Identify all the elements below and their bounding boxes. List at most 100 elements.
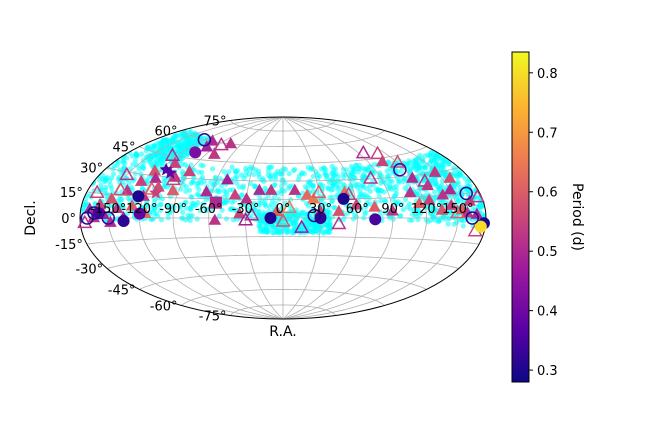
background-source xyxy=(158,201,164,207)
background-source xyxy=(270,230,276,236)
background-source xyxy=(165,203,171,209)
background-source xyxy=(286,185,292,191)
triangle-marker xyxy=(332,204,346,216)
background-source xyxy=(329,198,335,204)
background-source xyxy=(165,210,171,217)
background-source xyxy=(363,209,369,215)
background-source xyxy=(188,207,194,213)
background-source xyxy=(428,158,434,164)
background-source xyxy=(255,168,262,174)
open-circle-marker xyxy=(87,206,101,220)
background-source xyxy=(432,189,438,195)
background-source xyxy=(384,168,390,174)
open-triangle-marker xyxy=(389,154,406,168)
background-source xyxy=(199,169,205,176)
open-circle-marker xyxy=(307,208,321,223)
background-source xyxy=(200,201,206,207)
background-source xyxy=(132,158,139,164)
background-source xyxy=(402,196,409,202)
background-source xyxy=(177,202,183,208)
parallel-line xyxy=(230,304,336,316)
background-source xyxy=(464,188,470,194)
background-source xyxy=(157,141,163,147)
background-source xyxy=(197,207,203,214)
background-source xyxy=(475,195,481,201)
background-source xyxy=(182,146,188,152)
background-source xyxy=(159,159,165,165)
ra-tick-label: 120° xyxy=(411,202,442,217)
background-source xyxy=(272,182,278,188)
background-source xyxy=(257,200,263,206)
background-source xyxy=(400,206,406,213)
background-source xyxy=(260,176,266,182)
background-source xyxy=(228,206,234,213)
ra-tick-label: 90° xyxy=(381,202,404,217)
background-source xyxy=(393,187,399,193)
background-source xyxy=(477,204,483,210)
background-source xyxy=(183,188,189,194)
triangle-marker xyxy=(105,192,118,204)
parallel-line xyxy=(139,272,427,290)
open-triangle-marker xyxy=(244,206,260,221)
ra-tick-label: -150° xyxy=(90,202,126,217)
background-source xyxy=(314,171,320,177)
parallel-line xyxy=(230,120,336,132)
background-source xyxy=(252,200,258,207)
background-source xyxy=(210,166,216,172)
background-source xyxy=(232,175,238,181)
background-source xyxy=(148,161,155,168)
background-source xyxy=(161,175,167,182)
parallel-line xyxy=(181,289,385,306)
background-source xyxy=(303,200,310,206)
background-source xyxy=(131,176,137,182)
y-axis-label: Decl. xyxy=(23,200,39,235)
background-source xyxy=(396,179,402,185)
background-source xyxy=(140,165,146,171)
background-source xyxy=(436,186,442,192)
triangle-marker xyxy=(405,171,419,183)
x-axis-label: R.A. xyxy=(269,324,296,340)
open-triangle-marker xyxy=(275,213,291,227)
background-source xyxy=(194,191,200,197)
background-source xyxy=(256,174,262,180)
background-source xyxy=(404,204,411,210)
triangle-marker xyxy=(253,183,266,195)
background-source xyxy=(301,171,307,177)
open-triangle-marker xyxy=(113,181,129,196)
background-source xyxy=(340,181,346,187)
background-source xyxy=(200,174,206,180)
background-source xyxy=(364,200,370,206)
background-source xyxy=(300,226,306,232)
background-source xyxy=(251,171,257,177)
background-source xyxy=(439,165,445,171)
background-source xyxy=(283,166,289,172)
background-source xyxy=(111,171,117,177)
dec-tick-label: 15° xyxy=(60,186,83,201)
circle-marker xyxy=(474,220,487,233)
background-source xyxy=(332,166,338,172)
colorbar-ticks: 0.3 0.4 0.5 0.6 0.7 0.8 xyxy=(529,67,558,379)
background-source xyxy=(149,156,155,162)
background-source xyxy=(225,197,231,203)
background-source xyxy=(182,161,188,168)
dec-tick-label: 60° xyxy=(154,125,177,140)
triangle-marker xyxy=(436,188,450,200)
background-source xyxy=(190,179,196,185)
ra-tick-label: -120° xyxy=(121,202,157,217)
background-source xyxy=(412,158,418,164)
background-source xyxy=(425,204,431,210)
triangle-marker xyxy=(403,185,417,198)
background-source xyxy=(436,218,442,225)
background-source xyxy=(325,185,331,191)
background-source xyxy=(406,158,412,164)
parallel-line xyxy=(107,254,459,269)
colorbar-tick-label: 0.4 xyxy=(537,305,558,320)
background-source xyxy=(398,168,404,174)
background-source xyxy=(292,167,298,173)
colorbar-tick-label: 0.5 xyxy=(537,245,558,260)
open-triangle-marker xyxy=(164,147,181,161)
triangle-marker xyxy=(428,165,442,177)
background-source xyxy=(429,205,435,211)
dec-tick-label: -75° xyxy=(199,310,227,325)
star-marker xyxy=(163,165,177,179)
